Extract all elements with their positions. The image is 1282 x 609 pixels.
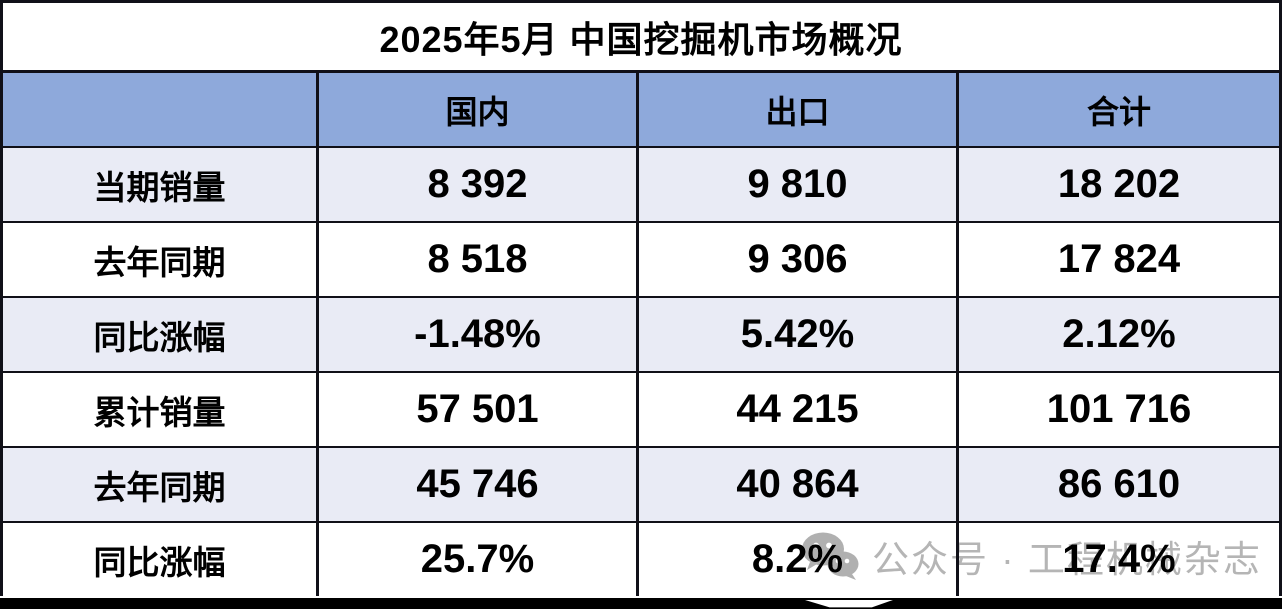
page-title: 2025年5月 中国挖掘机市场概况 <box>379 18 903 60</box>
row-label: 同比涨幅 <box>3 298 319 371</box>
cell-domestic: 45 746 <box>319 448 639 521</box>
row-label: 累计销量 <box>3 373 319 446</box>
header-row: 国内 出口 合计 <box>3 73 1279 148</box>
cell-export: 44 215 <box>639 373 959 446</box>
cell-domestic: 57 501 <box>319 373 639 446</box>
cell-total: 86 610 <box>1057 462 1181 506</box>
table-row-last-year-period: 去年同期 8 518 9 306 17 824 <box>3 223 1279 298</box>
row-label: 当期销量 <box>3 148 319 221</box>
notch-triangle-icon <box>805 600 893 608</box>
column-header-export: 出口 <box>639 73 959 146</box>
cell-export: 9 810 <box>639 148 959 221</box>
cell-total: 17 824 <box>1057 237 1181 281</box>
table-row-current-sales: 当期销量 8 392 9 810 18 202 <box>3 148 1279 223</box>
cell-export: 8.2% <box>639 523 959 596</box>
cell-domestic: 8 392 <box>319 148 639 221</box>
cell-total: 18 202 <box>1057 162 1181 206</box>
row-label: 去年同期 <box>3 223 319 296</box>
row-label: 同比涨幅 <box>3 523 319 596</box>
column-header-blank <box>3 73 319 146</box>
row-label: 去年同期 <box>3 448 319 521</box>
market-summary-table: 2025年5月 中国挖掘机市场概况 国内 出口 合计 当期销量 8 392 9 … <box>0 0 1282 596</box>
table-title-row: 2025年5月 中国挖掘机市场概况 <box>3 3 1279 73</box>
table-row-cumulative-sales: 累计销量 57 501 44 215 101 716 <box>3 373 1279 448</box>
cell-domestic: -1.48% <box>319 298 639 371</box>
cell-domestic: 8 518 <box>319 223 639 296</box>
cell-export: 5.42% <box>639 298 959 371</box>
cell-total: 17.4% <box>1062 537 1176 581</box>
table-row-last-year-cumulative: 去年同期 45 746 40 864 86 610 <box>3 448 1279 523</box>
cell-domestic: 25.7% <box>319 523 639 596</box>
table-row-yoy-change: 同比涨幅 -1.48% 5.42% 2.12% <box>3 298 1279 373</box>
column-header-domestic: 国内 <box>319 73 639 146</box>
column-header-total: 合计 <box>1086 93 1151 130</box>
bottom-border-bar <box>0 598 1282 609</box>
cell-total: 101 716 <box>1046 387 1192 431</box>
cell-total: 2.12% <box>1062 312 1176 356</box>
cell-export: 9 306 <box>639 223 959 296</box>
table-row-cumulative-yoy-change: 同比涨幅 25.7% 8.2% 17.4% <box>3 523 1279 596</box>
cell-export: 40 864 <box>639 448 959 521</box>
